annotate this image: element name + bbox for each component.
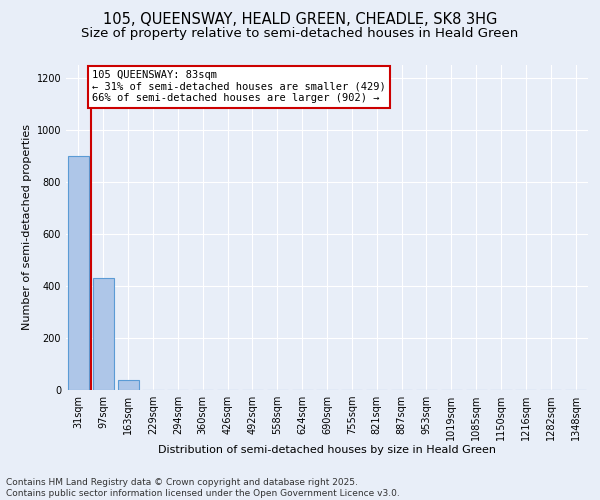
Text: Contains HM Land Registry data © Crown copyright and database right 2025.
Contai: Contains HM Land Registry data © Crown c… [6,478,400,498]
Bar [93,278,114,390]
Bar [118,380,139,390]
Bar [68,156,89,390]
Text: 105 QUEENSWAY: 83sqm
← 31% of semi-detached houses are smaller (429)
66% of semi: 105 QUEENSWAY: 83sqm ← 31% of semi-detac… [92,70,386,103]
Y-axis label: Number of semi-detached properties: Number of semi-detached properties [22,124,32,330]
X-axis label: Distribution of semi-detached houses by size in Heald Green: Distribution of semi-detached houses by … [158,444,496,454]
Text: 105, QUEENSWAY, HEALD GREEN, CHEADLE, SK8 3HG: 105, QUEENSWAY, HEALD GREEN, CHEADLE, SK… [103,12,497,28]
Text: Size of property relative to semi-detached houses in Heald Green: Size of property relative to semi-detach… [82,28,518,40]
